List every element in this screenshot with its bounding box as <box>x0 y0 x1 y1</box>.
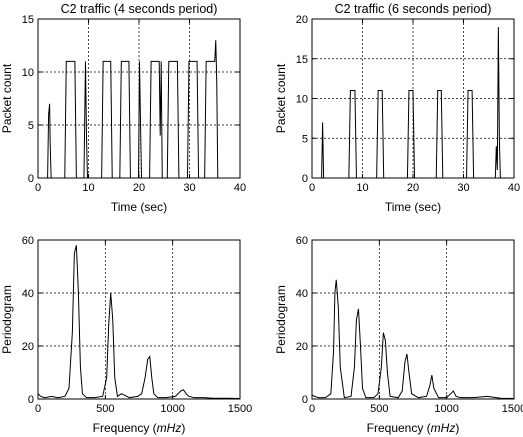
y-tick-label: 0 <box>28 173 34 185</box>
panel-periodogram-4s: 0 500 1000 1500 0 20 40 60 Frequency (mHz) Period… <box>0 235 252 435</box>
x-tick-label: 500 <box>96 403 114 415</box>
x-tick-label: 0 <box>309 403 315 415</box>
panel-c2-6s-traffic: 0 10 20 30 40 0 5 10 15 20 C2 traffic (6 seconds p… <box>274 2 520 214</box>
x-tick-label: 1000 <box>434 403 458 415</box>
x-tick-label: 20 <box>407 182 419 194</box>
y-tick-label: 40 <box>22 288 34 300</box>
y-tick-label: 60 <box>22 235 34 247</box>
x-tick-label: 30 <box>457 182 469 194</box>
x-axis-label: Frequency (mHz) <box>367 421 460 435</box>
x-tick-label: 1000 <box>160 403 184 415</box>
x-axis-label: Frequency (mHz) <box>93 421 186 435</box>
x-axis-label: Time (sec) <box>385 200 441 214</box>
y-tick-label: 10 <box>22 67 34 79</box>
x-axis-label: Time (sec) <box>111 200 167 214</box>
x-tick-label: 10 <box>356 182 368 194</box>
x-tick-label: 0 <box>309 182 315 194</box>
x-tick-label: 1500 <box>502 403 523 415</box>
y-axis-label: Periodogram <box>0 285 14 354</box>
y-tick-label: 15 <box>296 54 308 66</box>
plot-frame <box>37 239 241 400</box>
y-tick-label: 15 <box>22 14 34 26</box>
x-tick-label: 1500 <box>228 403 252 415</box>
y-tick-label: 5 <box>302 133 308 145</box>
y-tick-label: 5 <box>28 120 34 132</box>
x-tick-label: 40 <box>508 182 520 194</box>
series-line <box>311 279 515 399</box>
y-tick-label: 60 <box>296 235 308 247</box>
y-tick-label: 40 <box>296 288 308 300</box>
x-tick-label: 30 <box>183 182 195 194</box>
y-axis-label: Packet count <box>274 63 288 133</box>
panel-periodogram-6s: 0 500 1000 1500 0 20 40 60 Frequency (mHz) Period… <box>274 235 523 435</box>
y-tick-label: 20 <box>22 341 34 353</box>
y-tick-label: 20 <box>296 14 308 26</box>
chart-title: C2 traffic (4 seconds period) <box>61 2 218 16</box>
x-tick-label: 0 <box>35 403 41 415</box>
chart-title: C2 traffic (6 seconds period) <box>335 2 492 16</box>
plot-frame <box>311 239 515 400</box>
y-axis-label: Packet count <box>0 63 14 133</box>
y-tick-label: 0 <box>28 394 34 406</box>
y-tick-label: 20 <box>296 341 308 353</box>
x-tick-label: 0 <box>35 182 41 194</box>
y-tick-label: 10 <box>296 94 308 106</box>
series-line <box>37 245 241 399</box>
y-tick-label: 0 <box>302 394 308 406</box>
x-tick-label: 20 <box>133 182 145 194</box>
x-tick-label: 10 <box>82 182 94 194</box>
y-tick-label: 0 <box>302 173 308 185</box>
series-line <box>38 40 240 179</box>
x-tick-label: 500 <box>370 403 388 415</box>
panel-c2-4s-traffic: 0 10 20 30 40 0 5 10 15 C2 traffic (4 seconds per… <box>0 2 246 214</box>
x-tick-label: 40 <box>234 182 246 194</box>
y-axis-label: Periodogram <box>274 285 288 354</box>
